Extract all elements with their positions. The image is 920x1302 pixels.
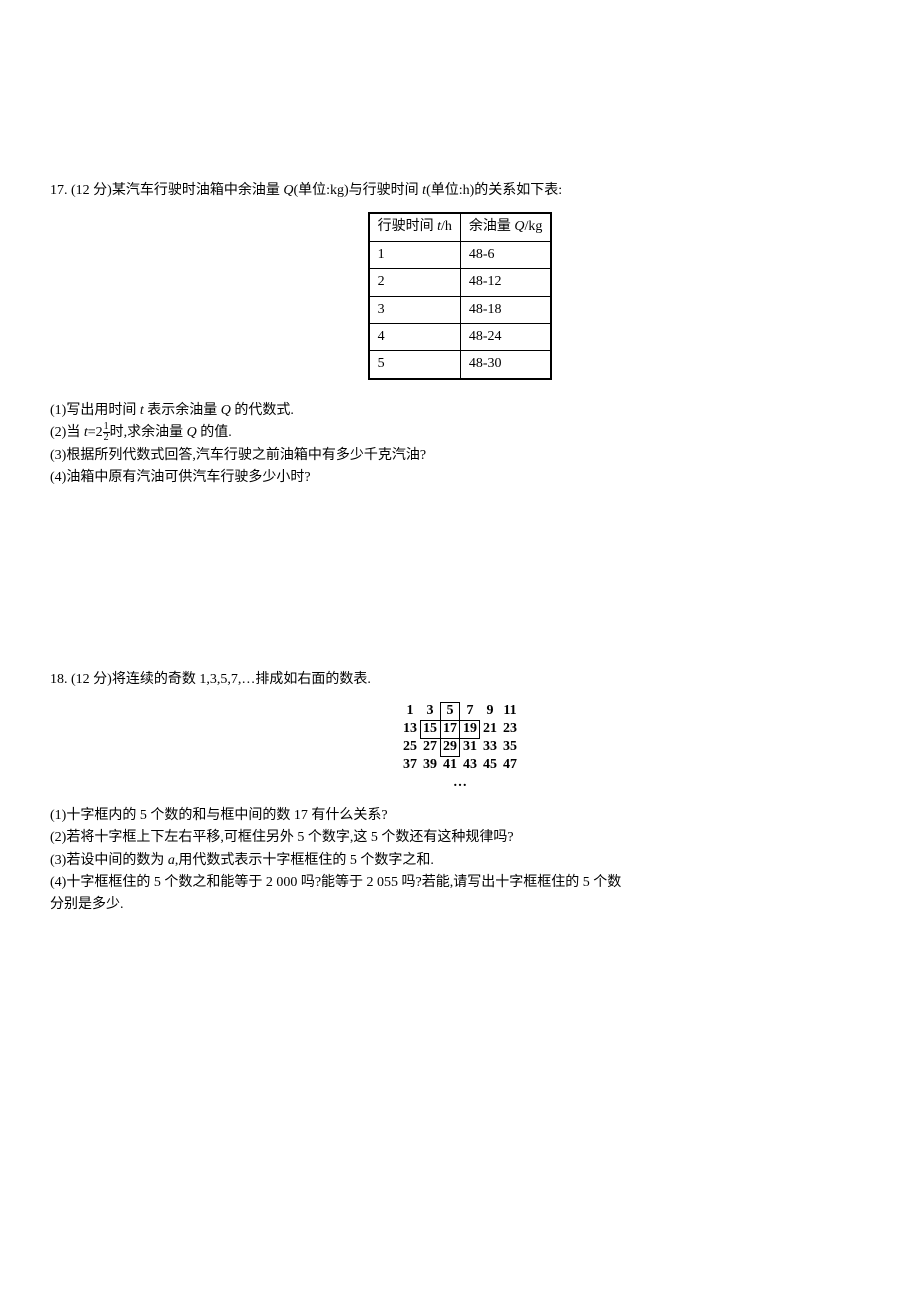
cell-q: 48-6 bbox=[460, 241, 551, 268]
grid-row: 1357911 bbox=[400, 702, 520, 720]
sub-q2: (2)当 t=212时,求余油量 Q 的值. bbox=[50, 422, 870, 444]
cell-q: 48-24 bbox=[460, 323, 551, 350]
odd-number-grid: 1357911 131517192123 252729313335 373941… bbox=[400, 702, 520, 793]
cell-t: 4 bbox=[369, 323, 461, 350]
sub-q2: (2)若将十字框上下左右平移,可框住另外 5 个数字,这 5 个数还有这种规律吗… bbox=[50, 827, 870, 849]
cell-t: 5 bbox=[369, 351, 461, 379]
table-row: 4 48-24 bbox=[369, 323, 552, 350]
cell-q: 48-18 bbox=[460, 296, 551, 323]
problem-points: (12 分) bbox=[71, 183, 112, 198]
cell-t: 3 bbox=[369, 296, 461, 323]
grid-row: 252729313335 bbox=[400, 738, 520, 756]
grid-row: 131517192123 bbox=[400, 720, 520, 738]
table-row: 1 48-6 bbox=[369, 241, 552, 268]
problem-18-intro: 18. (12 分)将连续的奇数 1,3,5,7,…排成如右面的数表. bbox=[50, 669, 870, 691]
intro-text: 将连续的奇数 1,3,5,7,…排成如右面的数表. bbox=[112, 672, 371, 687]
problem-number: 18. bbox=[50, 672, 68, 687]
table-header-row: 行驶时间 t/h 余油量 Q/kg bbox=[369, 213, 552, 241]
fraction-half: 12 bbox=[103, 422, 110, 443]
unit-q: (单位:kg) bbox=[293, 183, 348, 198]
problem-18-subquestions: (1)十字框内的 5 个数的和与框中间的数 17 有什么关系? (2)若将十字框… bbox=[50, 805, 870, 917]
header-time: 行驶时间 t/h bbox=[369, 213, 461, 241]
problem-17: 17. (12 分)某汽车行驶时油箱中余油量 Q(单位:kg)与行驶时间 t(单… bbox=[50, 180, 870, 489]
cell-t: 1 bbox=[369, 241, 461, 268]
cell-q: 48-12 bbox=[460, 269, 551, 296]
problem-17-intro: 17. (12 分)某汽车行驶时油箱中余油量 Q(单位:kg)与行驶时间 t(单… bbox=[50, 180, 870, 202]
problem-number: 17. bbox=[50, 183, 68, 198]
intro-text-2: 与行驶时间 bbox=[349, 183, 423, 198]
problem-18: 18. (12 分)将连续的奇数 1,3,5,7,…排成如右面的数表. 1357… bbox=[50, 669, 870, 916]
header-fuel: 余油量 Q/kg bbox=[460, 213, 551, 241]
table-row: 2 48-12 bbox=[369, 269, 552, 296]
cell-q: 48-30 bbox=[460, 351, 551, 379]
fuel-table: 行驶时间 t/h 余油量 Q/kg 1 48-6 2 48-12 3 48-18… bbox=[368, 212, 553, 379]
problem-points: (12 分) bbox=[71, 672, 112, 687]
sub-q3: (3)若设中间的数为 a,用代数式表示十字框框住的 5 个数字之和. bbox=[50, 850, 870, 872]
odd-number-grid-container: 1357911 131517192123 252729313335 373941… bbox=[50, 702, 870, 795]
unit-t: (单位:h) bbox=[426, 183, 474, 198]
sub-q3: (3)根据所列代数式回答,汽车行驶之前油箱中有多少千克汽油? bbox=[50, 445, 870, 467]
cell-t: 2 bbox=[369, 269, 461, 296]
intro-text-3: 的关系如下表: bbox=[474, 183, 562, 198]
table-row: 3 48-18 bbox=[369, 296, 552, 323]
problem-17-subquestions: (1)写出用时间 t 表示余油量 Q 的代数式. (2)当 t=212时,求余油… bbox=[50, 400, 870, 490]
intro-text-1: 某汽车行驶时油箱中余油量 bbox=[112, 183, 284, 198]
var-q: Q bbox=[283, 183, 293, 198]
sub-q1: (1)写出用时间 t 表示余油量 Q 的代数式. bbox=[50, 400, 870, 422]
grid-ellipsis: … bbox=[400, 774, 520, 792]
sub-q4-line1: (4)十字框框住的 5 个数之和能等于 2 000 吗?能等于 2 055 吗?… bbox=[50, 872, 870, 894]
sub-q4: (4)油箱中原有汽油可供汽车行驶多少小时? bbox=[50, 467, 870, 489]
table-row: 5 48-30 bbox=[369, 351, 552, 379]
sub-q4-line2: 分别是多少. bbox=[50, 894, 870, 916]
sub-q1: (1)十字框内的 5 个数的和与框中间的数 17 有什么关系? bbox=[50, 805, 870, 827]
grid-row: 373941434547 bbox=[400, 756, 520, 774]
